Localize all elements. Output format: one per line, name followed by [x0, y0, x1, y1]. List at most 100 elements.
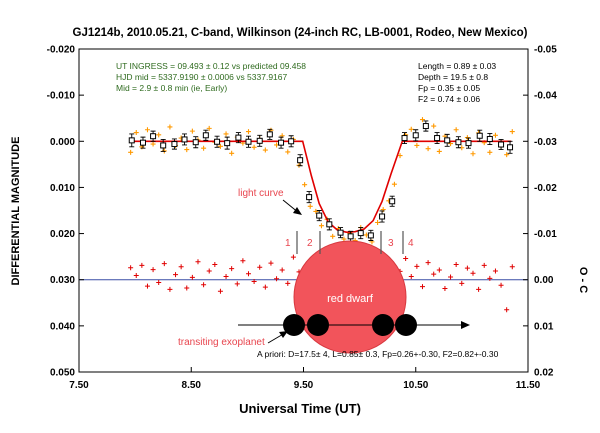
raw-point: [464, 135, 470, 141]
residual-point: [133, 273, 139, 279]
binned-point: [192, 139, 199, 146]
y2-tick-label: 0.02: [534, 368, 554, 379]
raw-point: [144, 127, 150, 133]
residual-point: [453, 261, 459, 267]
residual-point: [257, 264, 263, 270]
info-fp: Fp = 0.35 ± 0.05: [418, 83, 480, 93]
residual-point: [459, 280, 465, 286]
residual-point: [161, 261, 167, 267]
binned-point: [434, 135, 441, 142]
raw-point: [285, 149, 291, 155]
raw-point: [296, 162, 302, 168]
y-tick-label: -0.020: [47, 45, 76, 56]
residual-point: [436, 267, 442, 273]
raw-point: [262, 147, 268, 153]
binned-point: [150, 133, 157, 140]
residual-point: [178, 264, 184, 270]
residual-point: [470, 270, 476, 276]
y2-tick-label: -0.03: [534, 137, 557, 148]
binned-point: [422, 123, 429, 130]
x-tick-label: 9.50: [294, 380, 314, 391]
binned-point: [357, 230, 364, 237]
raw-point: [504, 152, 510, 158]
raw-point: [189, 128, 195, 134]
residual-point: [464, 265, 470, 271]
y-tick-label: 0.050: [50, 368, 75, 379]
planet-disk-4: [395, 314, 417, 336]
binned-point: [444, 137, 451, 144]
residual-point: [201, 282, 207, 288]
residual-point: [195, 259, 201, 265]
exoplanet-pointer-arrowhead: [279, 331, 288, 338]
raw-point: [391, 181, 397, 187]
info-mid: Mid = 2.9 ± 0.8 min (ie, Early): [116, 83, 227, 93]
binned-point: [401, 135, 408, 142]
transit-path-arrowhead: [461, 321, 470, 329]
info-left: UT INGRESS = 09.493 ± 0.12 vs predicted …: [116, 61, 306, 93]
tick-labels: 7.50 8.50 9.50 10.50 11.50 -0.020 -0.010 0.000 0…: [47, 45, 558, 392]
residual-point: [419, 284, 425, 290]
planet-disk-1: [283, 314, 305, 336]
binned-point: [278, 139, 285, 146]
y2-tick-label: 0.01: [534, 321, 554, 332]
binned-point: [389, 198, 396, 205]
binned-point: [379, 213, 386, 220]
raw-point: [341, 236, 347, 242]
residual-point: [268, 260, 274, 266]
binned-point: [412, 132, 419, 139]
residual-point: [240, 258, 246, 264]
info-right: Length = 0.89 ± 0.03 Depth = 19.5 ± 0.8 …: [418, 61, 496, 104]
y2-tick-label: 0.00: [534, 275, 554, 286]
binned-point: [256, 137, 263, 144]
binned-point: [486, 135, 493, 142]
y-axis-label: DIFFERENTIAL MAGNITUDE: [10, 137, 22, 286]
raw-point: [425, 146, 431, 152]
residual-point: [509, 264, 515, 270]
raw-point: [223, 131, 229, 137]
light-curve-label: light curve: [238, 188, 284, 199]
residual-point: [274, 276, 280, 282]
binned-point: [326, 221, 333, 228]
planet-disk-2: [307, 314, 329, 336]
planet-disk-3: [372, 314, 394, 336]
residual-point: [403, 255, 409, 261]
raw-point: [408, 126, 414, 132]
binned-point: [224, 140, 231, 147]
binned-point: [465, 140, 472, 147]
residual-point: [139, 262, 145, 268]
raw-point: [206, 125, 212, 131]
residual-point: [279, 267, 285, 273]
residual-point: [476, 286, 482, 292]
x-tick-label: 8.50: [182, 380, 202, 391]
binned-point: [306, 194, 313, 201]
residual-point: [414, 263, 420, 269]
residual-point: [481, 262, 487, 268]
residual-point: [408, 273, 414, 279]
binned-point: [347, 233, 354, 240]
residual-point: [262, 284, 268, 290]
raw-point: [436, 148, 442, 154]
binned-point: [288, 138, 295, 145]
binned-point: [316, 212, 323, 219]
y-tick-label: 0.020: [50, 229, 75, 240]
raw-point: [431, 123, 437, 129]
residual-point: [487, 275, 493, 281]
raw-point: [302, 182, 308, 188]
x-tick-label: 10.50: [403, 380, 428, 391]
residual-point: [223, 273, 229, 279]
raw-point: [313, 208, 319, 214]
illustration: red dwarf transiting exoplanet light cur…: [178, 188, 499, 359]
residual-point: [217, 288, 223, 294]
y2-tick-label: -0.01: [534, 229, 557, 240]
info-depth: Depth = 19.5 ± 0.8: [418, 72, 488, 82]
binned-point: [202, 132, 209, 139]
binned-point: [455, 139, 462, 146]
raw-point: [184, 147, 190, 153]
exoplanet-label: transiting exoplanet: [178, 337, 265, 348]
residual-point: [251, 279, 257, 285]
residual-point: [173, 272, 179, 278]
raw-point: [375, 219, 381, 225]
residual-point: [184, 285, 190, 291]
